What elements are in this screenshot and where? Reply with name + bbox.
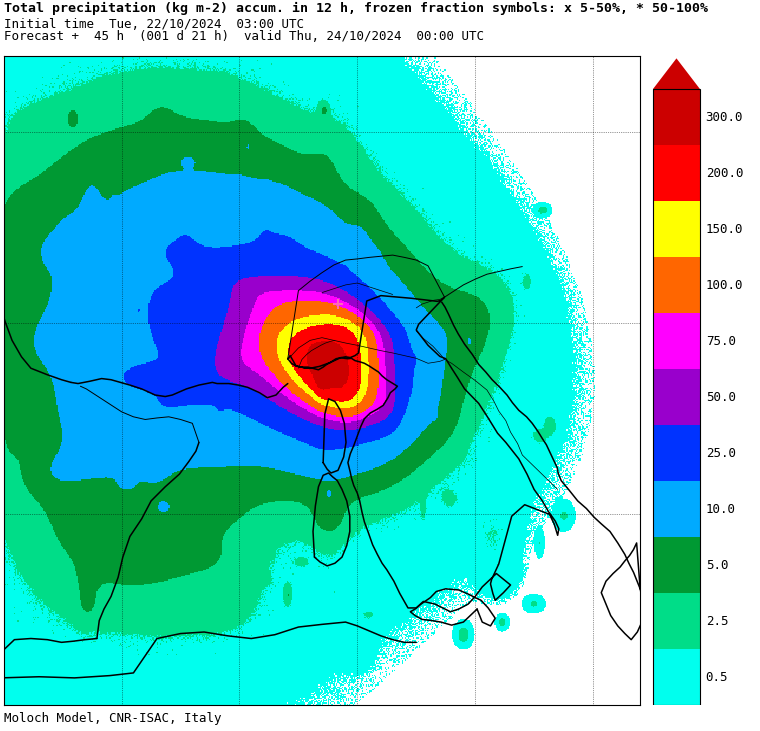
Bar [653, 145, 700, 201]
Bar [653, 89, 700, 145]
Text: Forecast +  45 h  (001 d 21 h)  valid Thu, 24/10/2024  00:00 UTC: Forecast + 45 h (001 d 21 h) valid Thu, … [4, 30, 484, 43]
Bar [653, 314, 700, 369]
Bar [653, 537, 700, 594]
Text: 100.0: 100.0 [706, 279, 743, 292]
Text: 5.0: 5.0 [706, 559, 728, 572]
Text: Initial time  Tue, 22/10/2024  03:00 UTC: Initial time Tue, 22/10/2024 03:00 UTC [4, 18, 304, 31]
Text: 2.5: 2.5 [706, 615, 728, 628]
Bar [653, 89, 700, 705]
Text: 10.0: 10.0 [706, 503, 736, 516]
Bar [653, 369, 700, 425]
Text: 50.0: 50.0 [706, 391, 736, 404]
Text: Moloch Model, CNR-ISAC, Italy: Moloch Model, CNR-ISAC, Italy [4, 712, 221, 725]
Text: 75.0: 75.0 [706, 335, 736, 348]
Bar [653, 649, 700, 705]
Bar [653, 481, 700, 537]
Text: 150.0: 150.0 [706, 223, 743, 235]
Text: 200.0: 200.0 [706, 167, 743, 180]
Bar [653, 201, 700, 257]
Text: 25.0: 25.0 [706, 447, 736, 460]
Polygon shape [653, 58, 700, 89]
Text: 0.5: 0.5 [706, 671, 728, 684]
Bar [653, 425, 700, 481]
Text: 300.0: 300.0 [706, 110, 743, 124]
Text: Total precipitation (kg m-2) accum. in 12 h, frozen fraction symbols: x 5-50%, *: Total precipitation (kg m-2) accum. in 1… [4, 2, 708, 15]
Bar [653, 257, 700, 314]
Bar [653, 594, 700, 649]
